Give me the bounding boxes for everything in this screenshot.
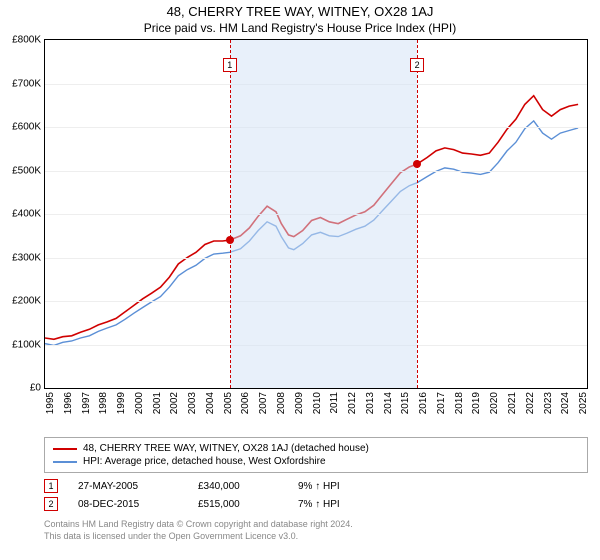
x-axis-label: 2014 bbox=[383, 392, 394, 414]
x-axis-label: 2017 bbox=[436, 392, 447, 414]
footer-line: Contains HM Land Registry data © Crown c… bbox=[44, 519, 588, 531]
x-axis-label: 2008 bbox=[276, 392, 287, 414]
legend-label: 48, CHERRY TREE WAY, WITNEY, OX28 1AJ (d… bbox=[83, 443, 369, 454]
x-axis-label: 2004 bbox=[205, 392, 216, 414]
x-axis-label: 2002 bbox=[169, 392, 180, 414]
x-axis-label: 1999 bbox=[116, 392, 127, 414]
y-axis-label: £0 bbox=[30, 383, 41, 394]
y-axis-label: £100K bbox=[12, 339, 41, 350]
transaction-price: £340,000 bbox=[198, 481, 278, 492]
transaction-marker-2: 2 bbox=[410, 58, 424, 72]
x-axis-label: 2003 bbox=[187, 392, 198, 414]
x-axis-label: 2000 bbox=[134, 392, 145, 414]
x-axis-label: 2009 bbox=[294, 392, 305, 414]
y-axis-label: £700K bbox=[12, 78, 41, 89]
x-axis-label: 1996 bbox=[63, 392, 74, 414]
x-axis-label: 2025 bbox=[578, 392, 589, 414]
transaction-row-marker: 2 bbox=[44, 497, 58, 511]
legend-row-property: 48, CHERRY TREE WAY, WITNEY, OX28 1AJ (d… bbox=[53, 442, 579, 455]
legend-row-hpi: HPI: Average price, detached house, West… bbox=[53, 455, 579, 468]
y-axis-label: £400K bbox=[12, 209, 41, 220]
x-axis-label: 2010 bbox=[312, 392, 323, 414]
legend-swatch bbox=[53, 448, 77, 450]
shaded-ownership-region bbox=[230, 40, 417, 388]
x-axis-label: 1997 bbox=[81, 392, 92, 414]
y-axis-label: £600K bbox=[12, 122, 41, 133]
x-axis-label: 2006 bbox=[240, 392, 251, 414]
chart-footer: Contains HM Land Registry data © Crown c… bbox=[44, 519, 588, 542]
x-axis-label: 2022 bbox=[525, 392, 536, 414]
transaction-pct-vs-hpi: 9% ↑ HPI bbox=[298, 481, 388, 492]
y-axis-label: £500K bbox=[12, 165, 41, 176]
legend-label: HPI: Average price, detached house, West… bbox=[83, 456, 326, 467]
x-axis-label: 2007 bbox=[258, 392, 269, 414]
transactions-table: 1 27-MAY-2005 £340,000 9% ↑ HPI 2 08-DEC-2015… bbox=[44, 477, 588, 513]
y-axis-label: £800K bbox=[12, 35, 41, 46]
transaction-price: £515,000 bbox=[198, 499, 278, 510]
x-axis-label: 2011 bbox=[329, 392, 340, 414]
footer-line: This data is licensed under the Open Gov… bbox=[44, 531, 588, 543]
chart-title: 48, CHERRY TREE WAY, WITNEY, OX28 1AJ bbox=[0, 0, 600, 19]
x-axis-label: 2001 bbox=[152, 392, 163, 414]
y-axis-label: £300K bbox=[12, 252, 41, 263]
transaction-pct-vs-hpi: 7% ↑ HPI bbox=[298, 499, 388, 510]
x-axis-label: 2024 bbox=[560, 392, 571, 414]
transaction-dash-line bbox=[230, 40, 231, 388]
legend-swatch bbox=[53, 461, 77, 463]
transaction-dot bbox=[413, 160, 421, 168]
transaction-marker-1: 1 bbox=[223, 58, 237, 72]
x-axis-label: 2016 bbox=[418, 392, 429, 414]
transaction-dash-line bbox=[417, 40, 418, 388]
chart-legend: 48, CHERRY TREE WAY, WITNEY, OX28 1AJ (d… bbox=[44, 437, 588, 473]
y-axis-label: £200K bbox=[12, 296, 41, 307]
x-axis-label: 2019 bbox=[471, 392, 482, 414]
transaction-date: 27-MAY-2005 bbox=[78, 481, 178, 492]
x-axis-label: 1995 bbox=[45, 392, 56, 414]
transaction-row-1: 1 27-MAY-2005 £340,000 9% ↑ HPI bbox=[44, 477, 588, 495]
x-axis-label: 2012 bbox=[347, 392, 358, 414]
chart-plot-area: £0£100K£200K£300K£400K£500K£600K£700K£80… bbox=[44, 39, 588, 389]
x-axis-label: 2015 bbox=[400, 392, 411, 414]
x-axis-label: 2018 bbox=[454, 392, 465, 414]
chart-subtitle: Price paid vs. HM Land Registry's House … bbox=[0, 19, 600, 39]
transaction-row-marker: 1 bbox=[44, 479, 58, 493]
transaction-row-2: 2 08-DEC-2015 £515,000 7% ↑ HPI bbox=[44, 495, 588, 513]
x-axis-label: 2013 bbox=[365, 392, 376, 414]
x-axis-label: 2021 bbox=[507, 392, 518, 414]
x-axis-label: 2020 bbox=[489, 392, 500, 414]
x-axis-label: 1998 bbox=[98, 392, 109, 414]
transaction-dot bbox=[226, 236, 234, 244]
x-axis-label: 2023 bbox=[543, 392, 554, 414]
x-axis-label: 2005 bbox=[223, 392, 234, 414]
transaction-date: 08-DEC-2015 bbox=[78, 499, 178, 510]
